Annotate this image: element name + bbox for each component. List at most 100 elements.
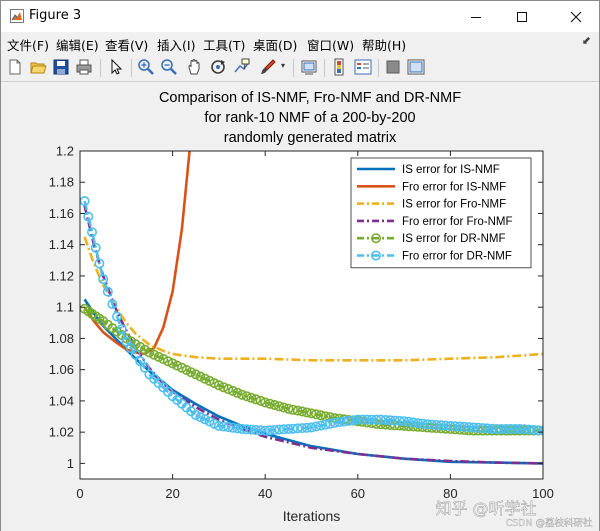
- zoom-out-icon[interactable]: [160, 58, 178, 76]
- data-point-marker: [172, 360, 183, 371]
- data-point-marker: [158, 353, 169, 364]
- y-tick-label: 1.06: [49, 362, 74, 377]
- series-line: [83, 200, 543, 432]
- rotate-icon[interactable]: [209, 58, 227, 76]
- menu-file[interactable]: 文件(F): [7, 38, 49, 53]
- link-plot-icon[interactable]: [300, 58, 318, 76]
- data-point-marker: [181, 364, 192, 375]
- toolbar-separator: [293, 59, 294, 77]
- data-point-marker: [144, 347, 155, 358]
- hide-plot-tools-icon[interactable]: [384, 58, 402, 76]
- y-tick-label: 1.2: [56, 144, 74, 159]
- data-point-marker: [139, 362, 150, 373]
- menu-desktop[interactable]: 桌面(D): [253, 38, 298, 53]
- data-point-marker: [213, 420, 224, 431]
- menu-dock-arrow-icon[interactable]: ⬋: [581, 34, 591, 47]
- data-point-marker: [311, 421, 322, 432]
- data-point-marker: [482, 423, 493, 434]
- data-point-marker: [278, 402, 289, 413]
- axis-ticks: 0 20 40 60 80 100 1 1.02 1.04 1.06 1.08 1.1 1.12 1.14…: [49, 144, 554, 502]
- axes-box: [79, 150, 544, 480]
- data-point-marker: [255, 395, 266, 406]
- print-icon[interactable]: [75, 58, 93, 76]
- y-tick-label: 1: [67, 456, 74, 471]
- chart-title-line-3: randomly generated matrix: [224, 130, 397, 146]
- figure-toolbar: ▾: [1, 55, 599, 82]
- menu-insert[interactable]: 插入(I): [157, 38, 196, 53]
- data-cursor-icon[interactable]: [233, 58, 251, 76]
- window-title: Figure 3: [29, 8, 82, 23]
- data-point-marker: [403, 416, 414, 427]
- y-tick-label: 1.12: [49, 268, 74, 283]
- pan-icon[interactable]: [185, 58, 203, 76]
- show-plot-tools-icon[interactable]: [407, 58, 425, 76]
- data-point-marker: [301, 407, 312, 418]
- data-point-marker: [232, 387, 243, 398]
- y-tick-label: 1.14: [49, 237, 74, 252]
- menu-view[interactable]: 查看(V): [105, 38, 149, 53]
- data-point-marker: [431, 419, 442, 430]
- data-point-marker: [362, 414, 373, 425]
- data-point-marker: [209, 418, 220, 429]
- data-point-marker: [500, 423, 511, 434]
- data-point-marker: [232, 423, 243, 434]
- watermark-sub: CSDN @荔枝科研社: [505, 517, 593, 529]
- menu-help[interactable]: 帮助(H): [362, 38, 407, 53]
- data-point-marker: [524, 424, 535, 435]
- data-point-marker: [445, 420, 456, 431]
- series-layer: [80, 151, 543, 465]
- data-point-marker: [408, 417, 419, 428]
- data-point-marker: [366, 414, 377, 425]
- data-point-marker: [306, 422, 317, 433]
- brush-icon[interactable]: [259, 58, 277, 76]
- data-point-marker: [237, 423, 248, 434]
- x-tick-label: 0: [76, 486, 83, 501]
- data-point-marker: [195, 371, 206, 382]
- watermark: 知乎 @听学社 CSDN @荔枝科研社: [435, 499, 593, 529]
- colorbar-icon[interactable]: [330, 58, 348, 76]
- maximize-button[interactable]: [499, 1, 545, 32]
- legend[interactable]: IS error for IS-NMF Fro error for IS-NMF I…: [350, 157, 532, 269]
- data-point-marker: [264, 398, 275, 409]
- y-tick-label: 1.02: [49, 425, 74, 440]
- figure-canvas[interactable]: Comparison of IS-NMF, Fro-NMF and DR-NMF…: [1, 82, 599, 531]
- save-icon[interactable]: [52, 58, 70, 76]
- zoom-in-icon[interactable]: [137, 58, 155, 76]
- y-tick-label: 1.18: [49, 175, 74, 190]
- data-point-marker: [186, 367, 197, 378]
- data-point-marker: [343, 415, 354, 426]
- menu-window[interactable]: 窗口(W): [307, 38, 355, 53]
- close-button[interactable]: [553, 1, 599, 32]
- minimize-button[interactable]: [453, 1, 499, 32]
- data-point-marker: [422, 419, 433, 430]
- legend-box: [350, 157, 532, 269]
- y-tick-label: 1.1: [56, 300, 74, 315]
- data-point-marker: [468, 422, 479, 433]
- data-point-marker: [250, 424, 261, 435]
- x-tick-label: 20: [165, 486, 179, 501]
- data-point-marker: [306, 408, 317, 419]
- x-tick-label: 40: [258, 486, 272, 501]
- toolbar-separator: [378, 59, 379, 77]
- pointer-icon[interactable]: [107, 58, 125, 76]
- data-point-marker: [241, 424, 252, 435]
- data-point-marker: [491, 423, 502, 434]
- open-icon[interactable]: [29, 58, 47, 76]
- data-point-marker: [190, 409, 201, 420]
- plot-svg[interactable]: Comparison of IS-NMF, Fro-NMF and DR-NMF…: [1, 82, 599, 531]
- data-point-marker: [436, 420, 447, 431]
- menu-tools[interactable]: 工具(T): [203, 38, 246, 53]
- data-point-marker: [200, 414, 211, 425]
- brush-dropdown-icon[interactable]: ▾: [281, 61, 286, 70]
- data-point-marker: [297, 406, 308, 417]
- data-point-marker: [227, 385, 238, 396]
- data-point-marker: [176, 362, 187, 373]
- data-point-marker: [352, 414, 363, 425]
- title-bar[interactable]: Figure 3: [1, 1, 599, 32]
- new-figure-icon[interactable]: [6, 58, 24, 76]
- data-point-marker: [357, 414, 368, 425]
- legend-icon[interactable]: [354, 58, 372, 76]
- menu-edit[interactable]: 编辑(E): [56, 38, 99, 53]
- x-tick-label: 80: [443, 486, 457, 501]
- data-point-marker: [301, 422, 312, 433]
